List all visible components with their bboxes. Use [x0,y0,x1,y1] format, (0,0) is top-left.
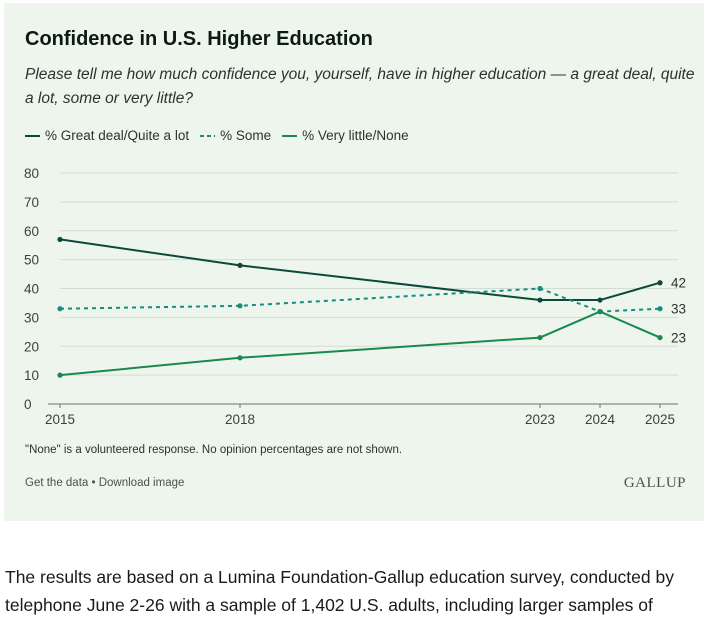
y-tick-label: 20 [24,339,39,354]
y-tick-label: 30 [24,310,39,325]
legend-item-very-little: % Very little/None [282,128,409,143]
y-tick-label: 60 [24,224,39,239]
legend-label: % Very little/None [302,128,409,143]
data-point [537,285,543,292]
chart-footer-links: Get the data • Download image [25,477,184,489]
legend-swatch-solid-green [282,134,298,137]
data-point [57,306,63,312]
x-tick-label: 2015 [45,412,75,427]
data-point [57,372,63,378]
data-point [597,309,603,315]
legend-label: % Great deal/Quite a lot [45,128,190,143]
legend-item-great-deal: % Great deal/Quite a lot [25,128,189,143]
link-separator: • [88,477,99,489]
legend-label: % Some [220,128,272,143]
series-line-1 [59,287,661,313]
y-tick-label: 50 [24,253,39,268]
x-tick-label: 2025 [645,412,675,427]
download-image-link[interactable]: Download image [98,477,185,489]
end-value-label: 33 [671,302,686,317]
chart-note: "None" is a volunteered response. No opi… [25,444,403,456]
article-paragraph: The results are based on a Lumina Founda… [5,567,674,615]
legend-item-some: % Some [200,128,271,143]
data-point [57,236,63,243]
data-point [597,297,603,303]
data-point [657,334,663,341]
series-line-2 [59,310,661,377]
end-value-label: 23 [671,331,686,346]
legend-swatch-solid-dark [25,134,40,137]
gallup-logo: GALLUP [623,475,686,491]
data-point [237,303,243,309]
data-point [537,334,543,341]
end-value-label: 42 [671,276,686,291]
data-point [537,297,543,303]
chart-title: Confidence in U.S. Higher Education [25,28,373,50]
series-line-0 [59,238,661,302]
y-tick-label: 10 [24,368,39,383]
get-data-link[interactable]: Get the data [25,477,89,489]
y-tick-label: 80 [24,166,39,181]
legend-swatch-dashed [200,134,216,137]
line-chart: 0 10 20 30 40 50 60 70 80 2015 2018 2023 2024 2025 42 3… [24,166,686,427]
x-tick-label: 2023 [525,412,555,427]
chart-legend: % Great deal/Quite a lot % Some % Very l… [25,128,420,143]
chart-subtitle: Please tell me how much confidence you, … [25,66,695,107]
data-point [657,306,663,312]
chart-card: Confidence in U.S. Higher Education Plea… [4,3,704,521]
y-tick-label: 70 [24,195,39,210]
x-tick-label: 2018 [225,412,255,427]
x-tick-label: 2024 [585,412,616,427]
data-point [237,355,243,361]
y-tick-label: 0 [24,397,32,412]
data-point [237,262,243,268]
data-point [657,280,663,286]
y-tick-label: 40 [24,282,39,297]
